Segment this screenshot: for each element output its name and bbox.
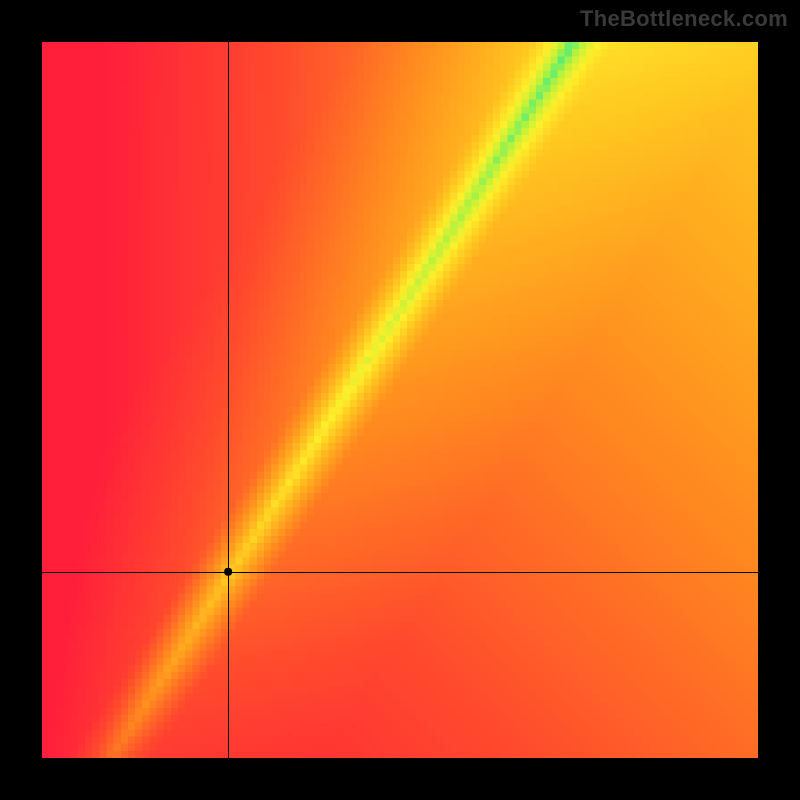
watermark-text: TheBottleneck.com [580,6,788,32]
stage: TheBottleneck.com [0,0,800,800]
crosshair-overlay [42,42,758,758]
